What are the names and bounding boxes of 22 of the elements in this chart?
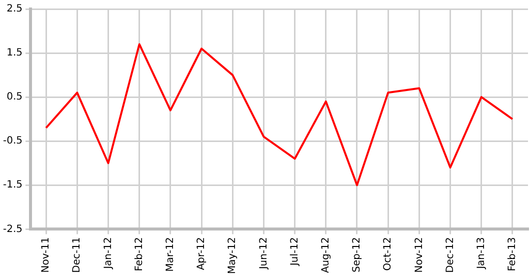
x-tick-label: Mar-12 bbox=[165, 237, 176, 272]
x-tick-label: Jun-12 bbox=[258, 237, 270, 270]
x-tick-label: Feb-12 bbox=[134, 237, 145, 272]
x-tick-label: Nov-12 bbox=[414, 237, 425, 273]
x-tick-label: Nov-11 bbox=[40, 237, 52, 273]
x-tick-label: Oct-12 bbox=[382, 237, 394, 271]
x-tick-label: Aug-12 bbox=[320, 237, 332, 274]
x-tick-label: Apr-12 bbox=[196, 237, 208, 270]
y-tick-label: 1.5 bbox=[6, 48, 23, 59]
x-tick-label: Jul-12 bbox=[289, 237, 300, 267]
y-tick-label: -2.5 bbox=[2, 224, 23, 235]
x-tick-label: Dec-11 bbox=[72, 237, 83, 273]
y-tick-label: -0.5 bbox=[2, 136, 23, 147]
x-tick-label: May-12 bbox=[227, 237, 238, 274]
y-tick-label: 2.5 bbox=[6, 4, 23, 15]
y-tick-label: -1.5 bbox=[2, 180, 23, 191]
x-tick-label: Dec-12 bbox=[444, 237, 456, 273]
x-tick-label: Feb-13 bbox=[507, 237, 518, 272]
x-tick-label: Sep-12 bbox=[352, 237, 363, 272]
x-tick-label: Jan-13 bbox=[476, 237, 487, 270]
y-tick-label: 0.5 bbox=[6, 92, 23, 103]
x-tick-label: Jan-12 bbox=[102, 237, 114, 270]
